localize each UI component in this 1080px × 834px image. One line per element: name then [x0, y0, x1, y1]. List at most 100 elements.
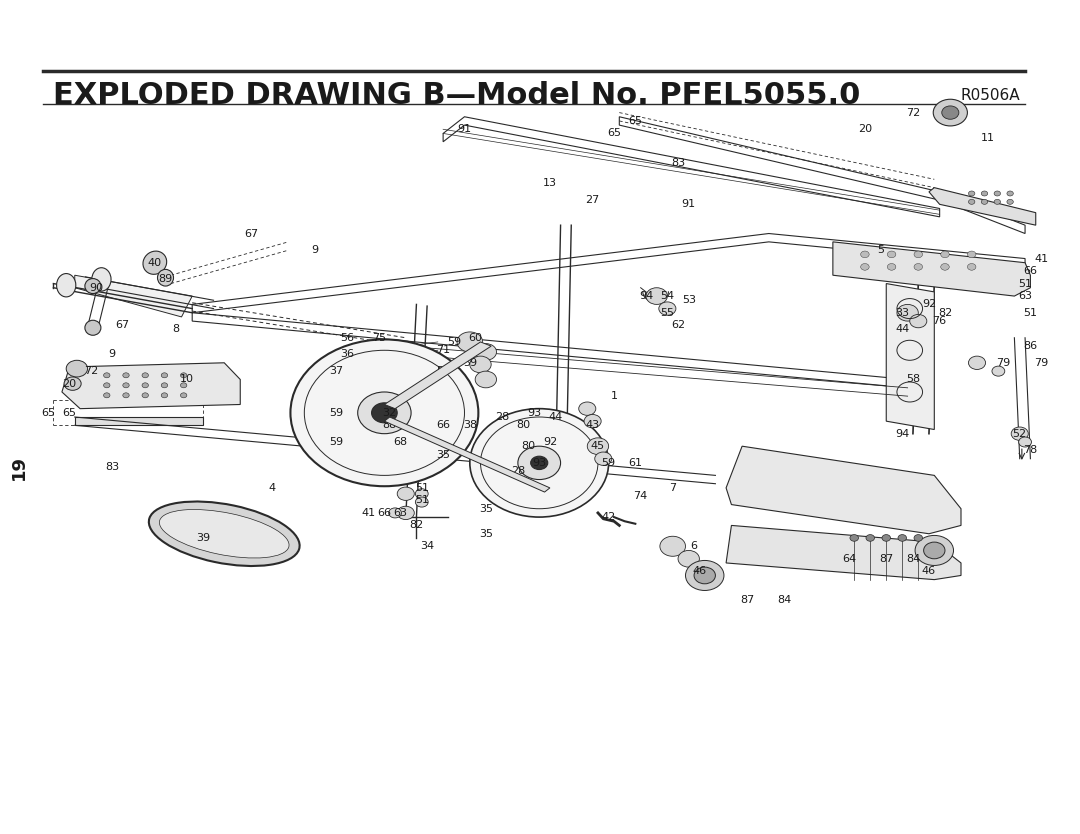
Text: 79: 79: [997, 358, 1011, 368]
Circle shape: [588, 438, 609, 455]
Circle shape: [660, 536, 686, 556]
Text: 79: 79: [1034, 358, 1049, 368]
Ellipse shape: [158, 269, 174, 286]
Text: 74: 74: [634, 491, 648, 501]
Text: 7: 7: [670, 483, 676, 493]
Text: 56: 56: [340, 333, 354, 343]
Text: 59: 59: [602, 458, 616, 468]
Circle shape: [686, 560, 724, 590]
Polygon shape: [192, 234, 1025, 313]
Circle shape: [397, 487, 415, 500]
Circle shape: [923, 542, 945, 559]
Text: 55: 55: [660, 308, 674, 318]
Text: 60: 60: [468, 333, 482, 343]
Text: 44: 44: [549, 412, 563, 422]
Circle shape: [123, 373, 130, 378]
Text: 94: 94: [895, 429, 909, 439]
Text: 76: 76: [932, 316, 947, 326]
Circle shape: [161, 393, 167, 398]
Text: 20: 20: [63, 379, 77, 389]
Text: 52: 52: [1013, 429, 1027, 439]
Circle shape: [896, 304, 918, 321]
Circle shape: [141, 383, 148, 388]
Text: 34: 34: [420, 541, 434, 551]
Circle shape: [659, 302, 676, 315]
Circle shape: [475, 344, 497, 360]
Ellipse shape: [85, 320, 100, 335]
Text: 58: 58: [906, 374, 920, 384]
Text: 91: 91: [681, 199, 696, 209]
Text: 62: 62: [671, 320, 685, 330]
Circle shape: [882, 535, 891, 541]
Text: 93: 93: [527, 408, 541, 418]
Text: 20: 20: [858, 124, 872, 134]
Text: 9: 9: [109, 349, 116, 359]
Polygon shape: [75, 417, 203, 425]
Text: 71: 71: [436, 345, 450, 355]
Circle shape: [942, 106, 959, 119]
Text: 90: 90: [89, 283, 104, 293]
Text: 38: 38: [462, 420, 477, 430]
Text: 65: 65: [629, 116, 643, 126]
Text: 75: 75: [372, 333, 387, 343]
Circle shape: [141, 373, 148, 378]
Text: 72: 72: [83, 366, 98, 376]
Circle shape: [991, 366, 1004, 376]
Polygon shape: [887, 284, 934, 430]
Circle shape: [888, 251, 896, 258]
Text: 19: 19: [10, 455, 28, 480]
Circle shape: [161, 373, 167, 378]
Text: 94: 94: [639, 291, 653, 301]
Text: 91: 91: [458, 124, 472, 134]
Text: 59: 59: [447, 337, 461, 347]
Circle shape: [861, 251, 869, 258]
Text: 11: 11: [981, 133, 995, 143]
Circle shape: [416, 497, 428, 507]
Ellipse shape: [85, 279, 100, 294]
Circle shape: [968, 264, 976, 270]
Text: 13: 13: [543, 178, 557, 188]
Text: 57: 57: [436, 366, 450, 376]
Text: 51: 51: [415, 495, 429, 505]
Ellipse shape: [160, 510, 289, 558]
Polygon shape: [62, 363, 240, 409]
Ellipse shape: [149, 501, 299, 566]
Circle shape: [646, 288, 667, 304]
Ellipse shape: [92, 268, 111, 291]
Text: 45: 45: [591, 441, 605, 451]
Circle shape: [66, 360, 87, 377]
Circle shape: [694, 567, 715, 584]
Text: 39: 39: [195, 533, 210, 543]
Text: 54: 54: [660, 291, 674, 301]
Circle shape: [678, 550, 700, 567]
Circle shape: [941, 264, 949, 270]
Text: 32: 32: [382, 408, 396, 418]
Circle shape: [1007, 191, 1013, 196]
Circle shape: [180, 393, 187, 398]
Text: 84: 84: [778, 595, 792, 605]
Circle shape: [457, 332, 483, 352]
Circle shape: [914, 535, 922, 541]
Circle shape: [914, 251, 922, 258]
Text: 51: 51: [415, 483, 429, 493]
Text: 6: 6: [690, 541, 698, 551]
Text: 59: 59: [329, 408, 343, 418]
Polygon shape: [726, 525, 961, 580]
Circle shape: [141, 393, 148, 398]
Ellipse shape: [143, 251, 166, 274]
Text: 59: 59: [329, 437, 343, 447]
Circle shape: [104, 373, 110, 378]
Text: 42: 42: [602, 512, 616, 522]
Circle shape: [475, 371, 497, 388]
Circle shape: [969, 191, 975, 196]
Circle shape: [518, 446, 561, 480]
Polygon shape: [726, 446, 961, 534]
Circle shape: [180, 373, 187, 378]
Circle shape: [968, 251, 976, 258]
Text: 10: 10: [180, 374, 194, 384]
Circle shape: [1018, 437, 1031, 447]
Text: 44: 44: [895, 324, 909, 334]
Polygon shape: [929, 188, 1036, 225]
Text: 41: 41: [1034, 254, 1049, 264]
Text: 83: 83: [105, 462, 119, 472]
